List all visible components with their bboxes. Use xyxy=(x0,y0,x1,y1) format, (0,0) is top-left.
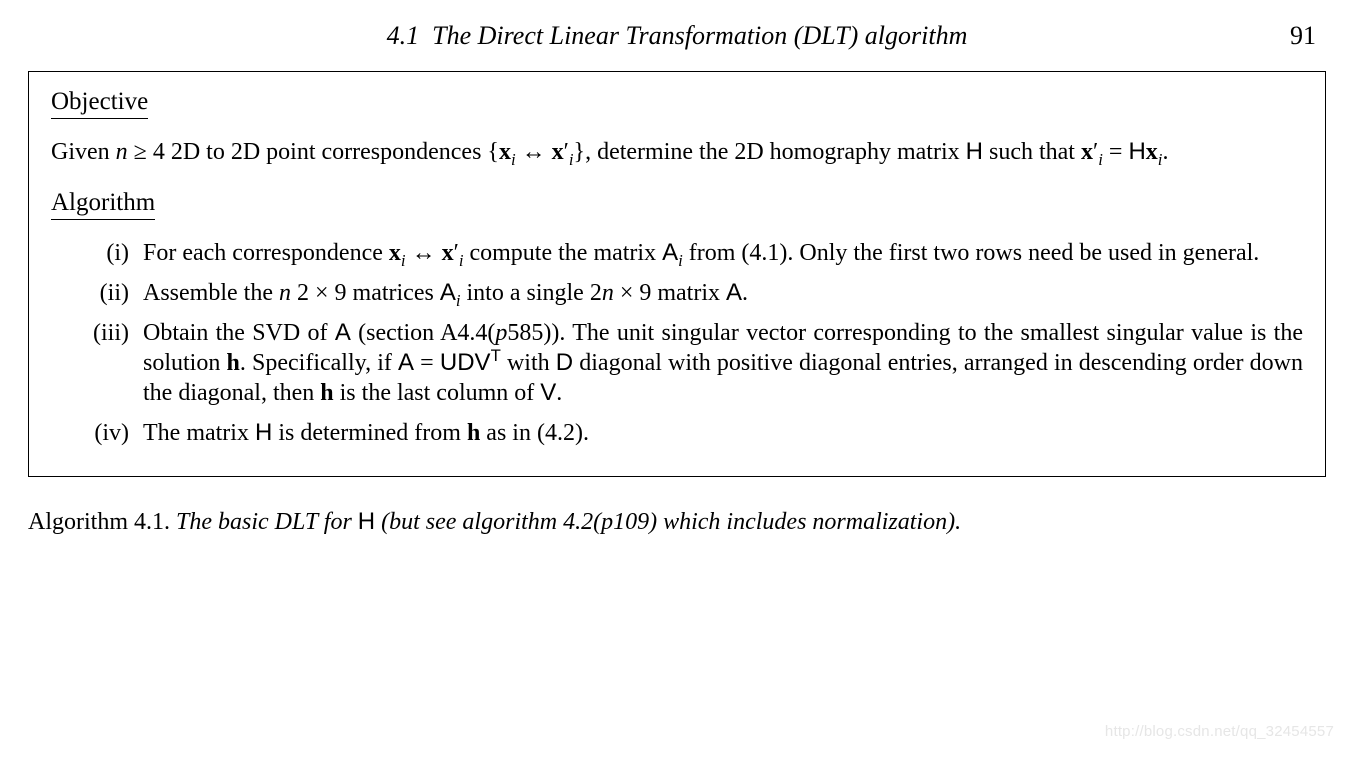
math-h: h xyxy=(320,380,333,406)
math-H: H xyxy=(966,138,983,165)
step-3: (iii) Obtain the SVD of A (section A4.4(… xyxy=(51,318,1303,408)
math-H: H xyxy=(358,508,375,535)
math-V: V xyxy=(475,349,491,376)
txt: such that xyxy=(983,139,1081,165)
running-head: 4.1 The Direct Linear Transformation (DL… xyxy=(28,20,1326,71)
step-number: (iv) xyxy=(51,418,143,448)
txt: is the last column of xyxy=(334,380,541,406)
txt: × 9 matrix xyxy=(614,280,726,306)
math-A: A xyxy=(440,279,456,306)
math-U: U xyxy=(440,349,457,376)
caption-text: The basic DLT for xyxy=(176,509,358,535)
txt: (section A4.4( xyxy=(351,320,496,346)
math-xprime: x xyxy=(552,139,564,165)
txt: (but see algorithm 4.2( xyxy=(375,509,601,535)
math-H: H xyxy=(1128,138,1145,165)
txt: 2 × 9 matrices xyxy=(291,280,440,306)
txt: from (4.1). Only the first two rows need… xyxy=(683,240,1260,266)
math-D: D xyxy=(457,349,474,376)
step-number: (i) xyxy=(51,238,143,268)
step-number: (iii) xyxy=(51,318,143,408)
math-A: A xyxy=(726,279,742,306)
step-1: (i) For each correspondence xi ↔ x′i com… xyxy=(51,238,1303,268)
txt: as in (4.2). xyxy=(480,420,589,446)
math-x: x xyxy=(1146,139,1158,165)
txt: . xyxy=(556,380,562,406)
arrow-icon: ↔ xyxy=(516,139,552,165)
txt: The matrix xyxy=(143,420,255,446)
math-A: A xyxy=(335,319,351,346)
watermark: http://blog.csdn.net/qq_32454557 xyxy=(1105,723,1334,742)
math-H: H xyxy=(255,419,272,446)
math-x: x xyxy=(389,240,401,266)
math-D: D xyxy=(556,349,573,376)
txt: compute the matrix xyxy=(463,240,662,266)
objective-text: Given n ≥ 4 2D to 2D point correspondenc… xyxy=(51,137,1303,167)
algorithm-caption: Algorithm 4.1. The basic DLT for H (but … xyxy=(28,507,1326,537)
math-n: n xyxy=(602,280,614,306)
eq: = xyxy=(1103,139,1129,165)
txt: . Specifically, if xyxy=(240,350,398,376)
txt: Given xyxy=(51,139,116,165)
section-title-text: The Direct Linear Transformation (DLT) a… xyxy=(432,21,967,50)
step-body: Assemble the n 2 × 9 matrices Ai into a … xyxy=(143,278,1303,308)
step-2: (ii) Assemble the n 2 × 9 matrices Ai in… xyxy=(51,278,1303,308)
txt: is determined from xyxy=(272,420,467,446)
page-number: 91 xyxy=(1256,20,1316,53)
math-n: n xyxy=(279,280,291,306)
txt: 585 xyxy=(507,320,543,346)
math-xprime: x xyxy=(442,240,454,266)
txt: For each correspondence xyxy=(143,240,389,266)
step-body: Obtain the SVD of A (section A4.4(p585))… xyxy=(143,318,1303,408)
algorithm-box: Objective Given n ≥ 4 2D to 2D point cor… xyxy=(28,71,1326,478)
math-p: p xyxy=(495,320,507,346)
math-h: h xyxy=(227,350,240,376)
txt: Obtain the SVD of xyxy=(143,320,335,346)
page: 4.1 The Direct Linear Transformation (DL… xyxy=(0,0,1354,760)
math-A: A xyxy=(662,239,678,266)
algorithm-steps: (i) For each correspondence xi ↔ x′i com… xyxy=(51,238,1303,448)
txt: ) which includes normalization). xyxy=(649,509,961,535)
arrow-icon: ↔ xyxy=(406,240,442,266)
section-number: 4.1 xyxy=(387,21,420,50)
section-title: 4.1 The Direct Linear Transformation (DL… xyxy=(98,20,1256,53)
math-n: n xyxy=(116,139,128,165)
txt: into a single 2 xyxy=(461,280,602,306)
math-h: h xyxy=(467,420,480,446)
txt: The basic DLT for xyxy=(176,509,358,535)
txt: ≥ 4 2D to 2D point correspondences { xyxy=(128,139,499,165)
step-number: (ii) xyxy=(51,278,143,308)
step-4: (iv) The matrix H is determined from h a… xyxy=(51,418,1303,448)
txt: with xyxy=(501,350,556,376)
math-x: x xyxy=(499,139,511,165)
eq: = xyxy=(414,350,440,376)
txt: . xyxy=(1162,139,1168,165)
math-A: A xyxy=(398,349,414,376)
txt: Assemble the xyxy=(143,280,279,306)
math-xprime: x xyxy=(1081,139,1093,165)
step-body: The matrix H is determined from h as in … xyxy=(143,418,1303,448)
txt: . xyxy=(742,280,748,306)
step-body: For each correspondence xi ↔ x′i compute… xyxy=(143,238,1303,268)
algorithm-heading: Algorithm xyxy=(51,187,155,220)
caption-label: Algorithm 4.1. xyxy=(28,509,170,535)
math-V: V xyxy=(540,379,556,406)
txt: 109 xyxy=(613,509,649,535)
objective-heading: Objective xyxy=(51,86,148,119)
math-p: p xyxy=(601,509,613,535)
txt: }, determine the 2D homography matrix xyxy=(574,139,966,165)
math-T: T xyxy=(491,346,501,365)
